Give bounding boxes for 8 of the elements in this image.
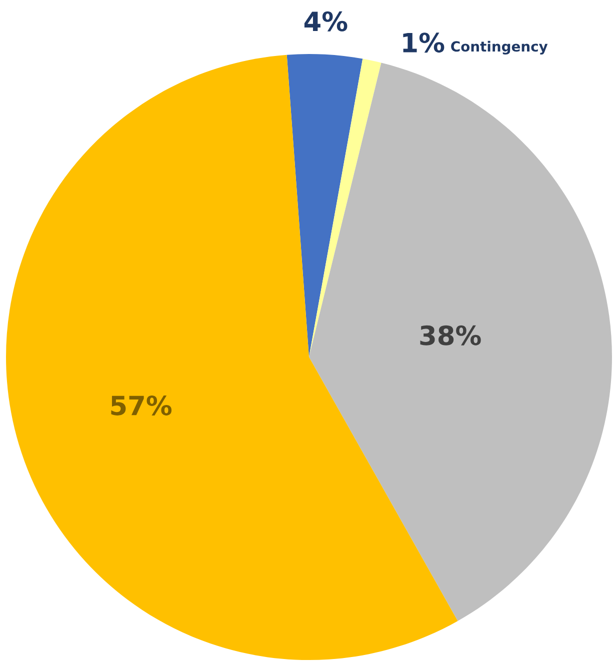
pie-slice — [309, 58, 382, 357]
data-label: 38% — [420, 325, 481, 346]
data-label: 4% — [304, 11, 348, 32]
slice-label: Contingency — [451, 40, 548, 54]
pie-slice — [286, 54, 363, 357]
data-label: 1% — [403, 32, 444, 53]
pie-slice — [309, 62, 612, 621]
data-label: 57% — [111, 395, 172, 416]
